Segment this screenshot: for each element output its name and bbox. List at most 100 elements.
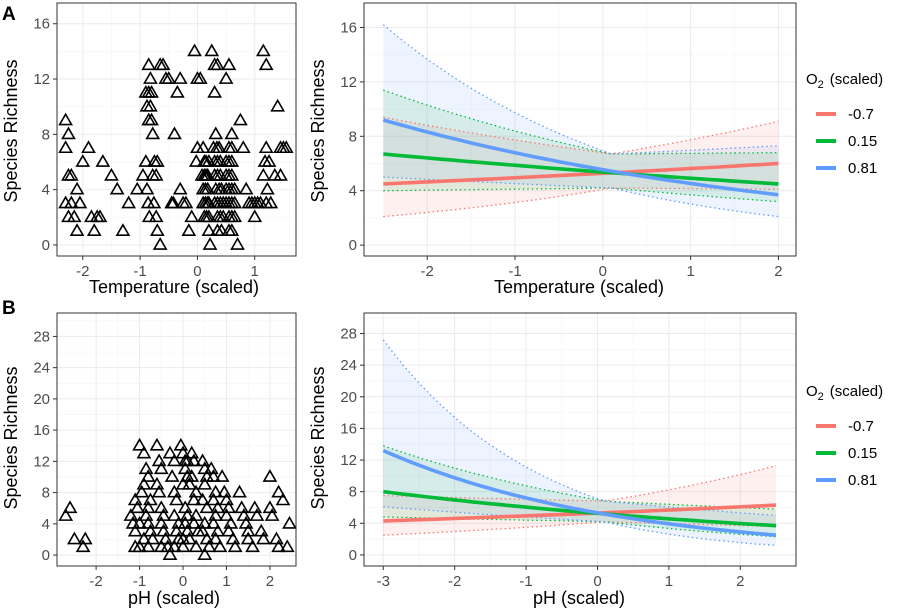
data-point <box>273 167 288 181</box>
data-point <box>132 515 147 529</box>
data-point <box>202 237 218 250</box>
y-tick-label: 24 <box>33 360 50 377</box>
data-point <box>201 209 217 223</box>
data-point <box>184 469 200 482</box>
x-tick-label: 0 <box>599 263 607 280</box>
confidence-band <box>383 445 776 537</box>
data-point <box>224 154 240 167</box>
data-point <box>138 154 154 167</box>
data-point <box>127 539 143 553</box>
data-point <box>186 492 202 506</box>
x-tick-label: 2 <box>774 263 782 280</box>
data-point <box>263 195 279 209</box>
data-point <box>149 223 165 237</box>
data-point <box>245 539 260 553</box>
data-point <box>208 531 223 545</box>
data-point <box>219 508 234 521</box>
data-point <box>279 539 295 553</box>
data-point <box>186 453 202 467</box>
y-tick-label: 4 <box>349 183 357 200</box>
y-tick-label: 28 <box>340 326 357 343</box>
data-point <box>166 508 182 521</box>
data-point <box>270 98 286 112</box>
data-point <box>69 223 85 237</box>
data-point <box>207 84 222 98</box>
y-tick-label: 12 <box>340 452 357 469</box>
data-point <box>271 484 286 498</box>
scatter-temperature-chart: 0 4 8 12 16 -2 -1 0 1 Temperature (scaled) Speci… <box>1 2 297 297</box>
data-point <box>206 469 221 482</box>
y-tick-label: 12 <box>340 74 357 91</box>
data-point <box>140 539 156 553</box>
x-tick-label: -1 <box>133 573 146 590</box>
data-point <box>278 140 294 154</box>
y-tick-label: 4 <box>42 182 50 199</box>
data-point <box>58 508 74 521</box>
y-tick-label: 4 <box>42 516 50 533</box>
data-point <box>195 140 211 154</box>
confidence-band <box>383 90 779 202</box>
data-point <box>197 476 213 490</box>
confidence-bound-line <box>383 506 777 547</box>
data-point <box>139 181 155 195</box>
data-point <box>144 112 159 126</box>
x-tick-label: 1 <box>222 573 230 590</box>
data-point <box>230 237 245 250</box>
data-point <box>175 531 191 545</box>
data-point <box>224 167 240 181</box>
data-point <box>282 515 297 529</box>
panel-background <box>364 3 796 256</box>
y-tick-label: 20 <box>33 391 50 408</box>
data-point <box>175 539 191 553</box>
data-point <box>255 43 271 57</box>
data-point <box>162 445 178 459</box>
legend-label: 0.81 <box>848 472 877 489</box>
series-line <box>382 118 779 197</box>
data-point <box>62 500 78 514</box>
data-point <box>206 515 221 529</box>
x-tick-label: -2 <box>76 263 89 280</box>
data-point <box>141 57 157 71</box>
data-point <box>61 126 76 140</box>
data-point <box>224 140 240 154</box>
data-point <box>181 223 197 237</box>
panel-border <box>363 312 797 567</box>
data-point <box>155 57 171 71</box>
confidence-bound-line <box>382 24 779 155</box>
data-point <box>127 492 143 506</box>
x-tick-label: 2 <box>736 573 744 590</box>
confidence-band <box>383 339 776 546</box>
data-point <box>249 508 265 521</box>
data-point <box>240 523 256 537</box>
data-point <box>63 167 79 181</box>
data-point <box>104 167 119 181</box>
data-point <box>258 57 274 71</box>
y-tick-label: 8 <box>349 484 357 501</box>
x-tick-label: 1 <box>251 263 259 280</box>
data-point <box>92 209 108 223</box>
y-axis-title: Species Richness <box>308 59 328 202</box>
x-tick-label: -1 <box>519 573 532 590</box>
data-point <box>195 492 210 506</box>
data-point <box>214 223 229 237</box>
data-point <box>184 209 200 223</box>
data-point <box>135 167 151 181</box>
x-axis-title: pH (scaled) <box>533 588 625 608</box>
y-tick-label: 8 <box>42 126 50 143</box>
data-point <box>166 453 182 467</box>
x-tick-label: -3 <box>377 573 390 590</box>
y-tick-label: 16 <box>33 422 50 439</box>
x-axis-title: pH (scaled) <box>128 588 220 608</box>
y-tick-label: 12 <box>33 71 50 88</box>
series-line <box>383 503 777 523</box>
data-point <box>115 223 131 237</box>
panel-border <box>363 2 797 257</box>
data-point <box>227 539 243 553</box>
data-point <box>199 500 215 514</box>
data-point <box>227 209 243 223</box>
legend-temperature: O2 (scaled) -0.7 0.15 0.81 <box>806 71 883 177</box>
